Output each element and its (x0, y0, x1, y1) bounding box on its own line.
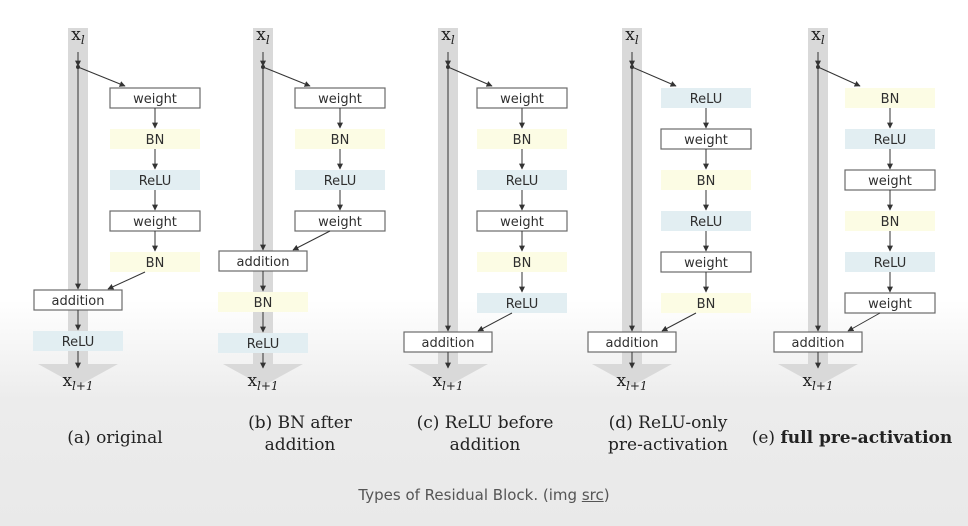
branch-e-4-label: ReLU (874, 256, 907, 271)
residual-block-diagram: xl weight BN ReLU weight BN addition ReLU xl+1 (a… (33, 25, 953, 455)
post-a-0-box (33, 331, 123, 351)
branch-a-4-box (110, 252, 200, 272)
output-label-a: xl+1 (62, 371, 93, 393)
branch-b-3-label: weight (318, 215, 362, 230)
branch-c-3-label: weight (500, 215, 544, 230)
branch-entry-arrow-c (447, 66, 493, 87)
panel-caption-c: (c) ReLU before addition (417, 413, 554, 455)
figure-caption: Types of Residual Block. (img src) (0, 486, 968, 504)
post-b-0-box (218, 292, 308, 312)
addition-e-label: addition (792, 336, 845, 351)
branch-entry-arrow-e (817, 66, 861, 87)
caption-source-link[interactable]: src (581, 486, 604, 504)
merge-arrow-c (477, 312, 513, 332)
input-label-b: xl (256, 25, 270, 47)
post-a-0-label: ReLU (62, 335, 95, 350)
branch-e-4-box (845, 252, 935, 272)
branch-c-5-box (477, 293, 567, 313)
addition-b-label: addition (237, 255, 290, 270)
branch-e-0-box (845, 88, 935, 108)
branch-c-2-label: ReLU (506, 174, 539, 189)
branch-c-4-box (477, 252, 567, 272)
panel-caption-b: (b) BN after addition (248, 413, 353, 455)
branch-c-4-label: BN (513, 256, 532, 271)
merge-arrow-d (661, 312, 697, 332)
branch-b-2-label: ReLU (324, 174, 357, 189)
addition-c-label: addition (422, 336, 475, 351)
branch-c-5-label: ReLU (506, 297, 539, 312)
branch-a-0-label: weight (133, 92, 177, 107)
branch-e-3-box (845, 211, 935, 231)
branch-a-1-label: BN (146, 133, 165, 148)
branch-c-2-box (477, 170, 567, 190)
branch-e-2-label: weight (868, 174, 912, 189)
branch-e-1-label: ReLU (874, 133, 907, 148)
branch-b-2-box (295, 170, 385, 190)
branch-b-0-label: weight (318, 92, 362, 107)
panel-a: xl weight BN ReLU weight BN addition ReLU xl+1 (a… (33, 25, 201, 448)
post-b-1-label: ReLU (247, 337, 280, 352)
merge-arrow-b (292, 230, 331, 251)
branch-entry-arrow-a (77, 66, 126, 87)
branch-a-3-label: weight (133, 215, 177, 230)
post-b-1-box (218, 333, 308, 353)
merge-arrow-e (847, 312, 881, 332)
panel-b: xl weight BN ReLU weight addition BN ReLU xl+1 (b… (218, 25, 386, 455)
output-label-c: xl+1 (432, 371, 463, 393)
panel-c: xl weight BN ReLU weight BN ReLU addition xl+1 (c… (403, 25, 568, 455)
output-label-b: xl+1 (247, 371, 278, 393)
branch-e-5-box (844, 292, 936, 314)
branch-b-1-label: BN (331, 133, 350, 148)
input-label-a: xl (71, 25, 85, 47)
branch-e-5-label: weight (868, 297, 912, 312)
branch-a-2-label: ReLU (139, 174, 172, 189)
branch-d-0-label: ReLU (690, 92, 723, 107)
branch-d-2-label: BN (697, 174, 716, 189)
branch-b-3-box (294, 210, 386, 232)
addition-d-label: addition (606, 336, 659, 351)
branch-entry-arrow-b (262, 66, 311, 87)
branch-a-4-label: BN (146, 256, 165, 271)
branch-d-5-box (661, 293, 751, 313)
branch-c-1-label: BN (513, 133, 532, 148)
branch-d-0-box (661, 88, 751, 108)
caption-suffix: ) (603, 486, 610, 504)
branch-d-4-label: weight (684, 256, 728, 271)
branch-d-3-box (661, 211, 751, 231)
branch-entry-arrow-d (631, 66, 677, 87)
branch-d-5-label: BN (697, 297, 716, 312)
branch-d-1-label: weight (684, 133, 728, 148)
branch-e-3-label: BN (881, 215, 900, 230)
input-label-d: xl (625, 25, 639, 47)
panel-caption-d: (d) ReLU-only pre-activation (608, 413, 728, 455)
branch-c-0-label: weight (500, 92, 544, 107)
merge-arrow-a (107, 271, 146, 290)
panel-caption-e: (e) full pre-activation (752, 428, 953, 448)
panel-caption-a: (a) original (67, 428, 162, 448)
caption-text: Types of Residual Block. (img (358, 486, 582, 504)
branch-e-0-label: BN (881, 92, 900, 107)
panel-e: xl BN ReLU weight BN ReLU weight addition xl+1 (e… (752, 25, 953, 448)
branch-c-1-box (477, 129, 567, 149)
branch-a-1-box (110, 129, 200, 149)
input-label-c: xl (441, 25, 455, 47)
addition-a-label: addition (52, 294, 105, 309)
branch-b-1-box (295, 129, 385, 149)
output-label-d: xl+1 (616, 371, 647, 393)
branch-d-3-label: ReLU (690, 215, 723, 230)
panel-d: xl ReLU weight BN ReLU weight BN addition xl+1 (d… (587, 25, 752, 455)
branch-a-2-box (110, 170, 200, 190)
post-b-0-label: BN (254, 296, 273, 311)
branch-e-1-box (845, 129, 935, 149)
branch-d-2-box (661, 170, 751, 190)
input-label-e: xl (811, 25, 825, 47)
output-label-e: xl+1 (802, 371, 833, 393)
